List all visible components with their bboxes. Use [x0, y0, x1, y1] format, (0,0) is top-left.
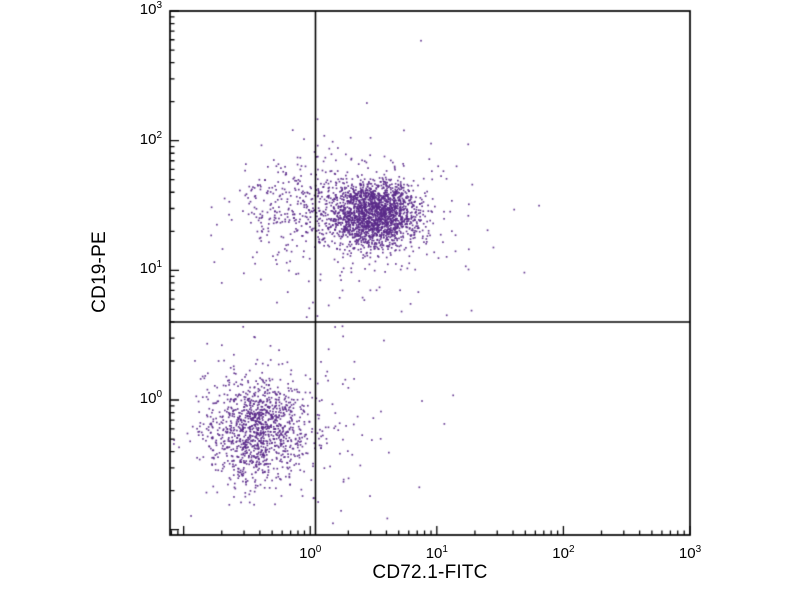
x-axis-title: CD72.1-FITC: [372, 562, 488, 583]
x-tick-label: 102: [552, 544, 575, 562]
x-tick-label: 103: [678, 544, 702, 562]
y-tick-label: 101: [139, 259, 162, 278]
x-tick-label: 101: [425, 544, 448, 562]
y-tick-label: 100: [139, 389, 162, 408]
y-axis-title: CD19-PE: [89, 231, 110, 313]
x-tick-label: 100: [299, 544, 322, 562]
y-tick-label: 102: [139, 129, 162, 148]
y-tick-label: 103: [139, 0, 162, 18]
